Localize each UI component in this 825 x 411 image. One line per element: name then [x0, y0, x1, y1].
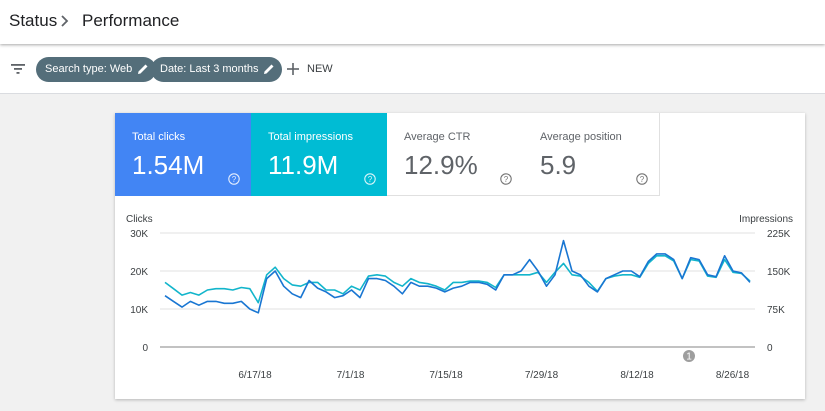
new-filter-button[interactable]: NEW [285, 57, 333, 82]
help-icon[interactable]: ? [228, 173, 240, 185]
pencil-icon[interactable] [137, 63, 149, 75]
metric-label: Average CTR [404, 131, 471, 143]
svg-text:?: ? [504, 175, 509, 184]
chevron-right-icon [61, 15, 69, 27]
help-icon[interactable]: ? [500, 173, 512, 185]
svg-text:?: ? [640, 175, 645, 184]
help-icon[interactable]: ? [636, 173, 648, 185]
search-type-chip[interactable]: Search type: Web [36, 57, 157, 82]
help-icon[interactable]: ? [364, 173, 376, 185]
right-tick-label: 75K [767, 305, 785, 316]
left-tick-label: 0 [142, 343, 148, 354]
x-tick-label: 7/29/18 [525, 370, 559, 381]
metric-value: 12.9% [404, 150, 478, 180]
pencil-icon[interactable] [263, 63, 275, 75]
left-tick-label: 20K [130, 267, 148, 278]
right-tick-label: 225K [767, 229, 791, 240]
right-axis-label: Impressions [739, 214, 793, 225]
metric-label: Total clicks [132, 131, 186, 143]
annotation-marker-label: 1 [686, 352, 692, 363]
date-chip-label: Date: Last 3 months [160, 63, 259, 75]
x-tick-label: 8/26/18 [716, 370, 750, 381]
search-type-chip-label: Search type: Web [45, 63, 133, 75]
metric-average-position[interactable]: Average position 5.9 ? [523, 113, 660, 196]
right-tick-label: 0 [767, 343, 773, 354]
plus-icon [287, 63, 299, 75]
performance-chart: Clicks Impressions 0 0 10K 75K 20K 150K 30K 225… [126, 214, 793, 381]
right-tick-label: 150K [767, 267, 791, 278]
metric-value: 11.9M [268, 150, 339, 180]
top-bar: Status Performance [0, 0, 825, 44]
filter-bar: Search type: Web Date: Last 3 months NEW [0, 44, 825, 94]
date-chip[interactable]: Date: Last 3 months [151, 57, 283, 82]
breadcrumb-status[interactable]: Status [9, 11, 58, 30]
metric-value: 1.54M [132, 150, 205, 180]
svg-text:?: ? [368, 175, 373, 184]
annotation-marker[interactable] [683, 350, 695, 362]
metric-total-clicks[interactable]: Total clicks 1.54M ? [115, 113, 252, 196]
left-tick-label: 10K [130, 305, 148, 316]
filter-icon[interactable] [11, 64, 25, 74]
metric-average-ctr[interactable]: Average CTR 12.9% ? [387, 113, 524, 196]
metric-label: Total impressions [268, 131, 353, 143]
x-tick-label: 7/1/18 [337, 370, 365, 381]
left-tick-label: 30K [130, 229, 148, 240]
x-tick-label: 6/17/18 [238, 370, 272, 381]
clicks-series-line [164, 239, 751, 314]
metric-total-impressions[interactable]: Total impressions 11.9M ? [251, 113, 388, 196]
new-filter-label: NEW [307, 63, 333, 75]
metric-value: 5.9 [540, 150, 577, 180]
metric-label: Average position [540, 131, 622, 143]
performance-card: Total clicks 1.54M ? Total impressions 1… [115, 113, 805, 399]
impressions-series-line [164, 255, 751, 304]
left-axis-label: Clicks [126, 214, 153, 225]
page-title: Performance [82, 11, 180, 30]
x-tick-label: 7/15/18 [429, 370, 463, 381]
x-tick-label: 8/12/18 [620, 370, 654, 381]
svg-text:?: ? [232, 175, 237, 184]
